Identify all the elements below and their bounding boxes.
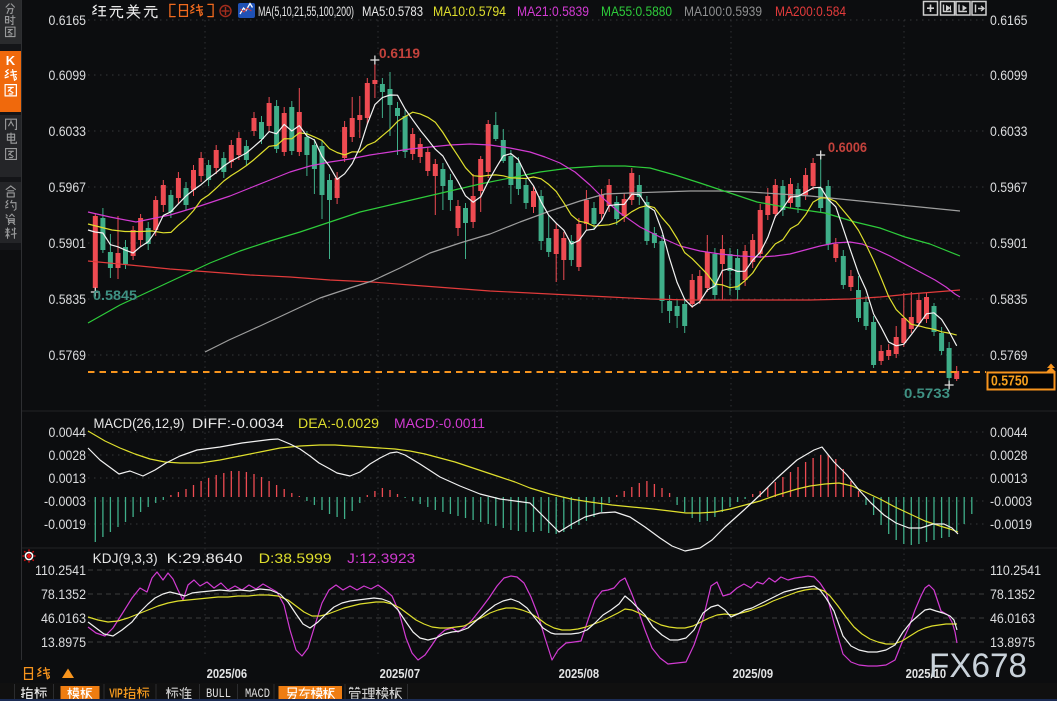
svg-text:2025/10: 2025/10 [906, 666, 947, 681]
svg-text:MACD(26,12,9): MACD(26,12,9) [94, 416, 185, 431]
svg-text:DIFF:-0.0034: DIFF:-0.0034 [192, 416, 285, 431]
svg-text:0.0044: 0.0044 [49, 424, 87, 440]
svg-text:D:38.5999: D:38.5999 [259, 551, 332, 566]
svg-text:MA5:0.5783: MA5:0.5783 [362, 3, 423, 19]
svg-text:J:12.3923: J:12.3923 [347, 551, 415, 566]
svg-text:0.6033: 0.6033 [49, 123, 87, 139]
svg-text:KDJ(9,3,3): KDJ(9,3,3) [93, 551, 158, 566]
svg-text:2025/08: 2025/08 [559, 666, 600, 681]
svg-text:0.0028: 0.0028 [49, 447, 87, 463]
svg-text:MA10:0.5794: MA10:0.5794 [433, 3, 506, 19]
svg-text:0.5769: 0.5769 [49, 347, 87, 363]
svg-text:0.5967: 0.5967 [49, 179, 87, 195]
svg-text:2025/09: 2025/09 [733, 666, 774, 681]
svg-text:MA(5,10,21,55,100,200): MA(5,10,21,55,100,200) [258, 3, 354, 19]
svg-text:0.6099: 0.6099 [990, 67, 1028, 83]
svg-text:-0.0003: -0.0003 [990, 493, 1032, 509]
svg-text:0.5733: 0.5733 [904, 385, 950, 401]
svg-text:0.6119: 0.6119 [379, 45, 420, 61]
svg-text:VIP: VIP [109, 686, 123, 701]
svg-text:-0.0019: -0.0019 [990, 516, 1032, 532]
svg-text:BULL: BULL [206, 687, 231, 701]
svg-text:0.0013: 0.0013 [990, 470, 1028, 486]
svg-text:K: K [6, 53, 16, 68]
svg-text:0.5845: 0.5845 [93, 287, 137, 303]
svg-text:110.2541: 110.2541 [990, 562, 1041, 578]
svg-text:MA55:0.5880: MA55:0.5880 [601, 3, 672, 19]
svg-text:0.5835: 0.5835 [49, 291, 87, 307]
svg-text:0.5750: 0.5750 [991, 373, 1029, 390]
svg-text:13.8975: 13.8975 [41, 634, 86, 650]
svg-text:46.0163: 46.0163 [41, 610, 86, 626]
svg-text:46.0163: 46.0163 [990, 610, 1035, 626]
svg-text:MA100:0.5939: MA100:0.5939 [684, 3, 762, 19]
svg-text:0.0028: 0.0028 [990, 447, 1028, 463]
svg-text:MACD: MACD [245, 687, 270, 701]
svg-text:110.2541: 110.2541 [35, 562, 86, 578]
svg-text:13.8975: 13.8975 [990, 634, 1035, 650]
svg-text:0.5769: 0.5769 [990, 347, 1028, 363]
svg-text:2025/06: 2025/06 [207, 666, 248, 681]
svg-text:MA200:0.584: MA200:0.584 [775, 3, 846, 19]
svg-text:0.0013: 0.0013 [49, 470, 87, 486]
svg-text:DEA:-0.0029: DEA:-0.0029 [298, 416, 379, 431]
svg-text:0.0044: 0.0044 [990, 424, 1028, 440]
svg-text:0.5901: 0.5901 [990, 235, 1028, 251]
svg-text:MACD:-0.0011: MACD:-0.0011 [394, 416, 485, 431]
svg-text:0.6165: 0.6165 [990, 12, 1028, 28]
svg-text:0.5901: 0.5901 [49, 235, 87, 251]
svg-text:0.6033: 0.6033 [990, 123, 1028, 139]
svg-text:0.6006: 0.6006 [828, 139, 867, 155]
svg-text:FX678: FX678 [929, 647, 1027, 685]
svg-text:-0.0019: -0.0019 [44, 516, 86, 532]
svg-text:-0.0003: -0.0003 [44, 493, 86, 509]
svg-text:K:29.8640: K:29.8640 [167, 551, 243, 566]
svg-text:0.5835: 0.5835 [990, 291, 1028, 307]
svg-text:0.5967: 0.5967 [990, 179, 1028, 195]
svg-text:2025/07: 2025/07 [380, 666, 421, 681]
svg-text:78.1352: 78.1352 [41, 586, 86, 602]
svg-text:MA21:0.5839: MA21:0.5839 [517, 3, 589, 19]
svg-text:78.1352: 78.1352 [990, 586, 1035, 602]
svg-text:0.6099: 0.6099 [49, 67, 87, 83]
svg-text:0.6165: 0.6165 [49, 12, 87, 28]
